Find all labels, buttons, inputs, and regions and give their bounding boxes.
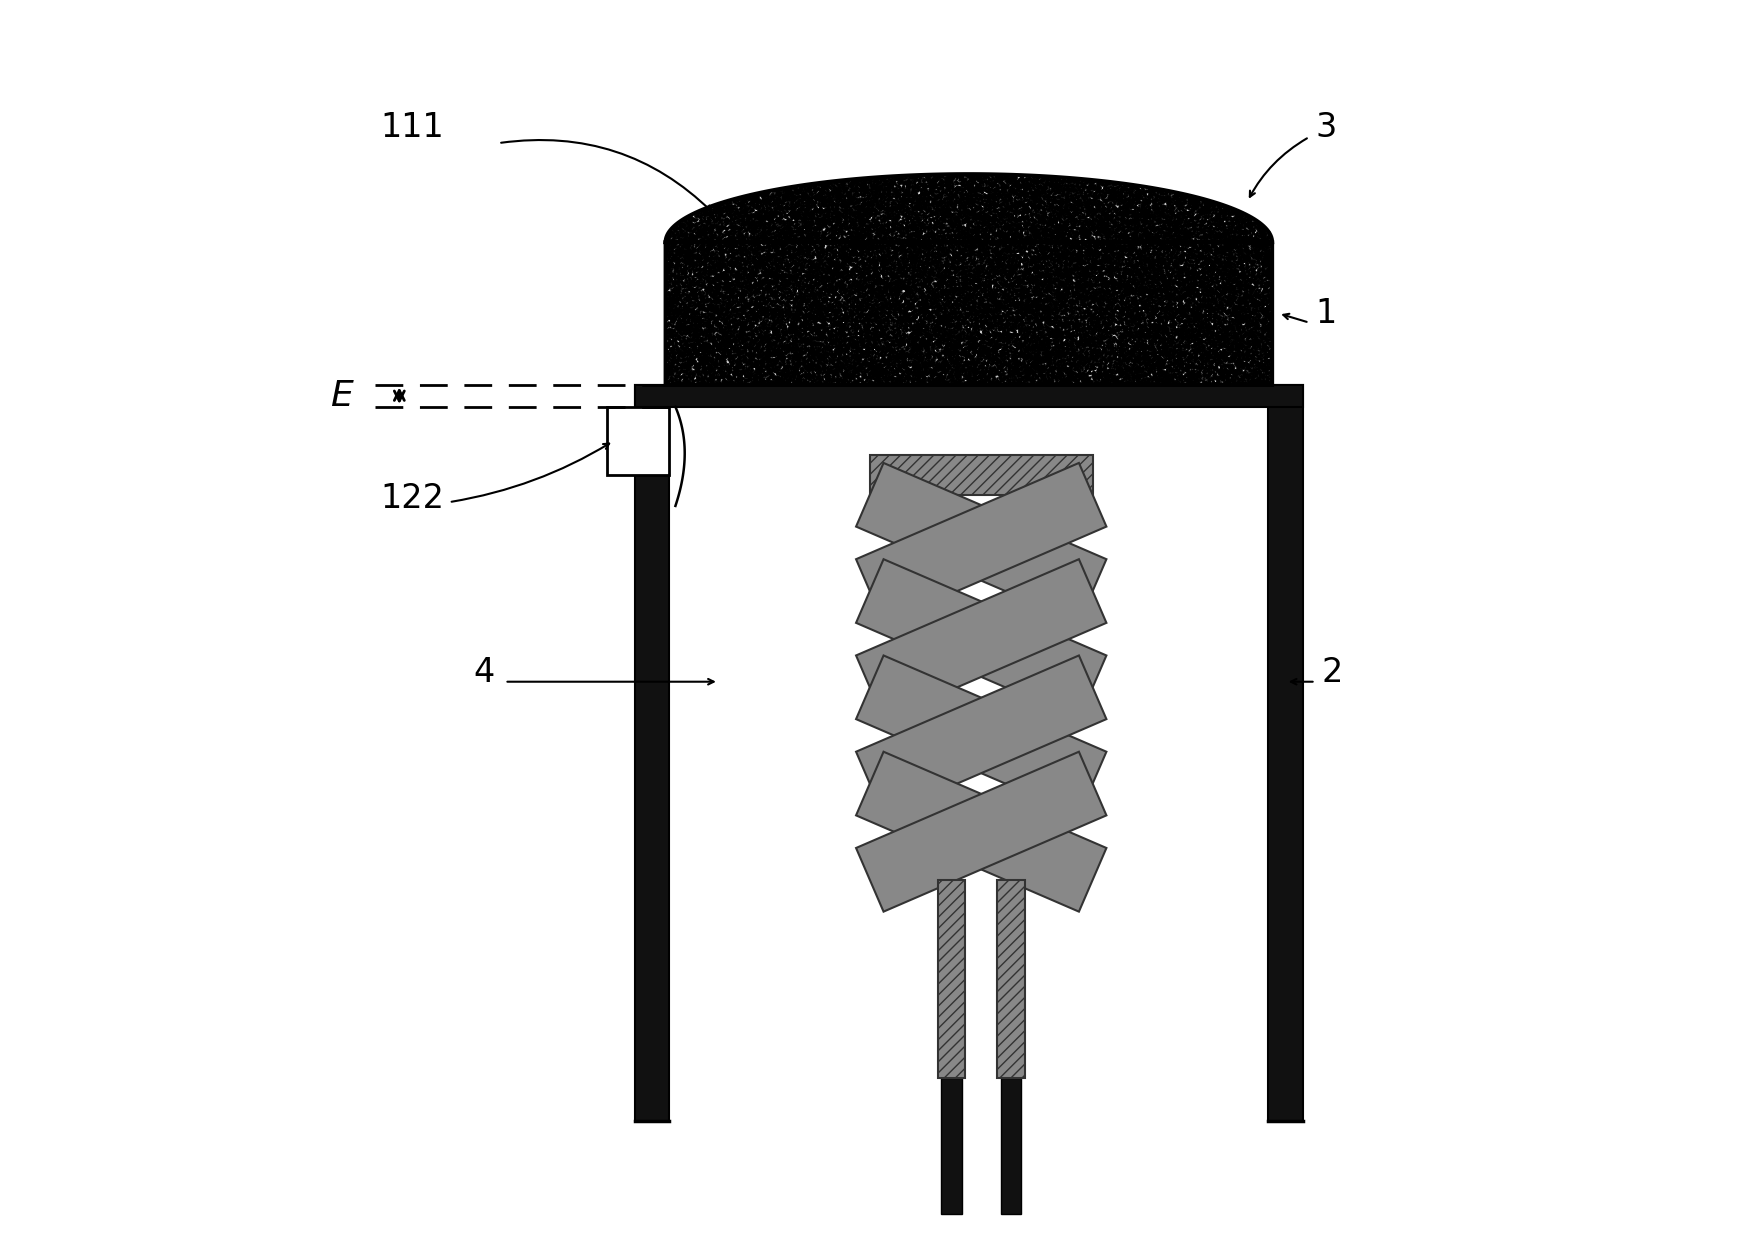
Text: 1: 1 bbox=[1316, 297, 1337, 329]
Text: E: E bbox=[329, 378, 352, 413]
Polygon shape bbox=[937, 880, 965, 1078]
Polygon shape bbox=[857, 560, 1107, 719]
Text: 111: 111 bbox=[380, 111, 445, 144]
Polygon shape bbox=[1268, 384, 1303, 1122]
Polygon shape bbox=[857, 463, 1107, 622]
Polygon shape bbox=[857, 463, 1107, 622]
Polygon shape bbox=[857, 656, 1107, 815]
Polygon shape bbox=[997, 880, 1025, 1078]
Polygon shape bbox=[669, 407, 1268, 1122]
Polygon shape bbox=[857, 751, 1107, 911]
Polygon shape bbox=[1000, 1078, 1021, 1214]
Polygon shape bbox=[608, 407, 669, 475]
Polygon shape bbox=[857, 560, 1107, 719]
Text: 122: 122 bbox=[380, 482, 445, 516]
Polygon shape bbox=[857, 656, 1107, 815]
Polygon shape bbox=[941, 1078, 962, 1214]
Polygon shape bbox=[634, 384, 1303, 407]
Text: 2: 2 bbox=[1321, 656, 1344, 689]
Polygon shape bbox=[857, 751, 1107, 911]
Text: 4: 4 bbox=[473, 656, 494, 689]
Polygon shape bbox=[666, 174, 1272, 384]
Text: 3: 3 bbox=[1316, 111, 1337, 144]
Polygon shape bbox=[869, 456, 1093, 495]
Polygon shape bbox=[634, 384, 669, 1122]
